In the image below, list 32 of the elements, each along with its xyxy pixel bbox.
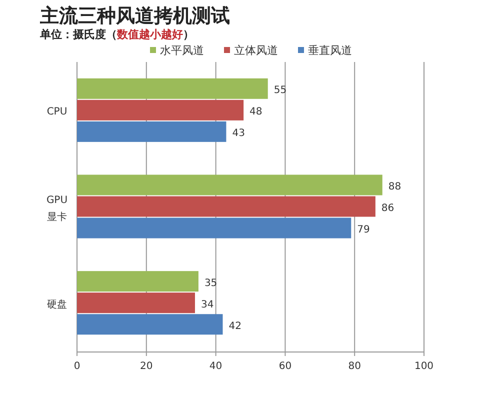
data-label: 86 (381, 203, 394, 214)
data-label: 55 (274, 85, 287, 96)
x-tick-label: 100 (414, 361, 434, 372)
data-label: 88 (388, 181, 402, 192)
y-tick-label: CPU (46, 106, 68, 118)
x-tick-label: 80 (348, 361, 361, 372)
legend-label: 垂直风道 (308, 44, 352, 57)
y-tick-label: 硬盘 (47, 298, 67, 310)
data-label: 43 (232, 128, 245, 140)
data-label: 48 (250, 106, 262, 118)
bar (77, 100, 244, 120)
data-label: 34 (200, 299, 214, 310)
data-label: 42 (228, 320, 242, 332)
bar (77, 78, 268, 99)
data-label: 79 (357, 224, 370, 236)
bar (77, 271, 198, 292)
bar (77, 218, 352, 238)
x-tick-label: 60 (278, 361, 292, 372)
bar (77, 121, 226, 142)
bar (77, 292, 195, 314)
y-tick-label: GPU 显卡 (46, 195, 68, 223)
x-tick-label: 40 (209, 361, 222, 372)
legend-label: 立体风道 (234, 44, 278, 57)
x-tick-label: 0 (74, 361, 80, 372)
chart-subtitle: 单位：摄氏度（数值越小越好） (39, 28, 194, 41)
bar (77, 196, 376, 217)
x-tick-label: 20 (140, 361, 153, 372)
bar (77, 174, 382, 196)
data-label: 35 (204, 278, 218, 289)
chart-title: 主流三种风道拷机测试 (39, 5, 230, 27)
bar (77, 314, 223, 335)
legend-label: 水平风道 (160, 44, 204, 57)
